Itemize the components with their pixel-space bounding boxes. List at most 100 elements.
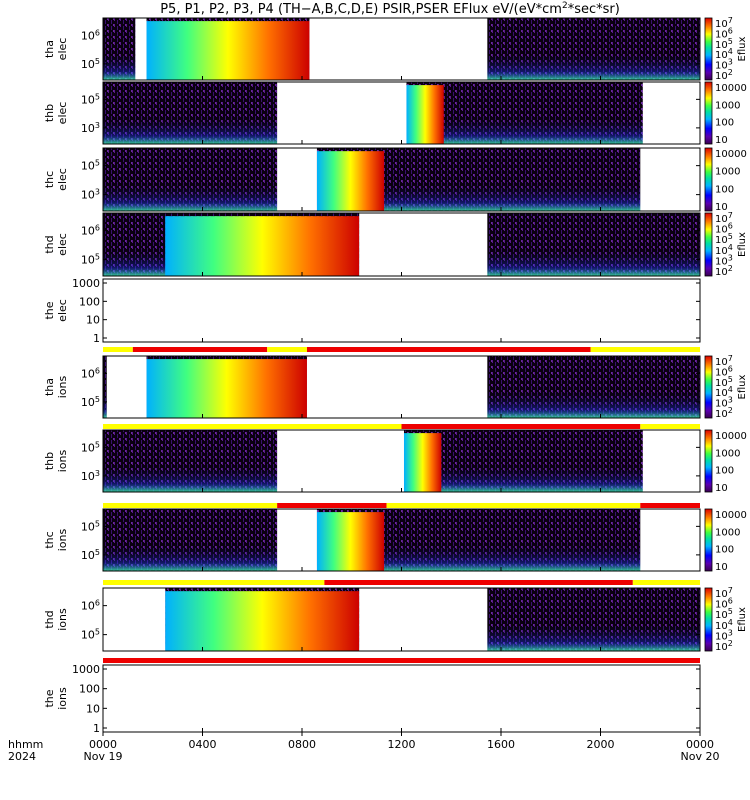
colorbar — [704, 212, 713, 277]
data-gap — [103, 588, 166, 651]
colorbar-tick-label: 1000 — [715, 448, 740, 459]
y-tick-label: 103 — [81, 469, 100, 483]
spectrogram-low-energy-band — [103, 543, 700, 571]
y-axis-label: thcions — [43, 528, 69, 551]
colorbar — [704, 355, 713, 419]
spectrogram-high-flux-region — [146, 21, 310, 81]
y-tick-label: 105 — [81, 440, 100, 454]
colorbar-tick-label: 10 — [715, 135, 728, 146]
panel-thc-ions: 10000 1000 100 10 105 105 thcions — [43, 508, 747, 573]
colorbar-tick-label: 10 — [715, 562, 728, 573]
colorbar-tick-label: 103 — [715, 628, 733, 642]
data-gap — [359, 588, 488, 651]
colorbar-tick-label: 104 — [715, 243, 733, 257]
y-tick-label: 103 — [81, 188, 100, 202]
x-tick-label: 2000 — [587, 738, 615, 751]
colorbar-tick-label: 106 — [715, 597, 733, 611]
spectrogram-high-flux-region — [165, 591, 360, 651]
title-tail: *sec*sr) — [568, 2, 620, 17]
flag-segment-yellow — [632, 580, 700, 585]
colorbar-tick-label: 104 — [715, 618, 733, 632]
flag-segment-red — [401, 424, 641, 429]
colorbar-tick-label: 103 — [715, 58, 733, 72]
y-tick-label: 100 — [79, 683, 100, 696]
panel-thb-ions: 10000 1000 100 10 105 103 thbions — [43, 429, 747, 494]
colorbar-label: Eflux — [737, 374, 748, 399]
flag-segment-red — [640, 503, 700, 508]
y-tick-label: 1000 — [72, 277, 100, 290]
colorbar — [704, 508, 713, 572]
flag-bar — [103, 347, 700, 352]
panel-thb-elec: 10000 1000 100 10 105 103 thbelec — [43, 81, 747, 146]
x-axis-row1-label: hhmm — [8, 738, 43, 751]
colorbar-tick-label: 10000 — [715, 149, 747, 160]
data-gap — [135, 18, 147, 80]
spectrogram-high-flux-region — [316, 512, 385, 571]
colorbar — [704, 147, 713, 212]
colorbar-tick-label: 102 — [715, 639, 733, 653]
flag-segment-red — [132, 347, 268, 352]
colorbar-tick-label: 106 — [715, 222, 733, 236]
colorbar — [704, 17, 713, 81]
x-tick-label: 0000 — [686, 738, 714, 751]
data-gap — [277, 148, 317, 211]
flag-segment-red — [277, 503, 387, 508]
flag-segment-red — [324, 580, 633, 585]
y-tick-label: 105 — [81, 628, 100, 642]
y-axis-label: thdelec — [43, 233, 69, 256]
colorbar-tick-label: 10 — [715, 202, 728, 213]
x-tick-label: 0800 — [288, 738, 316, 751]
colorbar-tick-label: 105 — [715, 607, 733, 621]
x-axis: 0000 0400 0800 1200 1600 2000 0000 hhmm 2024 N… — [8, 732, 719, 763]
colorbar — [704, 81, 713, 145]
y-axis-label: thaelec — [43, 38, 69, 61]
colorbar-tick-label: 100 — [715, 118, 734, 129]
flag-bar — [103, 580, 700, 585]
y-axis-label: thcelec — [43, 168, 69, 191]
flag-bar — [103, 424, 700, 429]
colorbar-tick-label: 107 — [715, 16, 733, 30]
flag-segment-yellow — [386, 503, 641, 508]
x-tick-label: 0400 — [189, 738, 217, 751]
title-main: P5, P1, P2, P3, P4 (TH−A,B,C,D,E) PSIR,P… — [160, 2, 562, 17]
spectrogram-high-flux-region — [406, 85, 444, 144]
x-tick-label: 1600 — [487, 738, 515, 751]
colorbar-tick-label: 103 — [715, 396, 733, 410]
flag-segment-yellow — [103, 347, 133, 352]
data-gap — [640, 148, 700, 211]
colorbar-tick-label: 106 — [715, 26, 733, 40]
title-superscript: 2 — [562, 1, 568, 11]
y-tick-label: 1 — [93, 722, 100, 735]
x-tick-label: 1200 — [388, 738, 416, 751]
flag-segment-yellow — [640, 424, 700, 429]
y-axis-label: thdions — [43, 608, 69, 631]
y-tick-label: 105 — [81, 253, 100, 267]
data-gap — [106, 356, 147, 418]
colorbar-tick-label: 105 — [715, 232, 733, 246]
spectrogram-high-flux-region — [146, 359, 307, 418]
y-tick-label: 10 — [86, 702, 100, 715]
flag-segment-red — [103, 658, 700, 663]
x-axis-date-start: Nov 19 — [84, 750, 123, 763]
colorbar-tick-label: 1000 — [715, 100, 740, 111]
data-gap — [277, 430, 404, 492]
colorbar-tick-label: 102 — [715, 406, 733, 420]
y-tick-label: 105 — [81, 57, 100, 71]
colorbar — [704, 587, 713, 652]
y-tick-label: 105 — [81, 92, 100, 106]
colorbar-label: Eflux — [737, 36, 748, 61]
spectrogram-high-flux-region — [165, 216, 360, 276]
flag-segment-yellow — [590, 347, 700, 352]
spectrogram-high-flux-region — [403, 433, 442, 492]
data-gap — [309, 18, 488, 80]
colorbar-tick-label: 1000 — [715, 527, 740, 538]
plot-title: P5, P1, P2, P3, P4 (TH−A,B,C,D,E) PSIR,P… — [160, 1, 620, 17]
y-tick-label: 100 — [79, 295, 100, 308]
colorbar-tick-label: 105 — [715, 375, 733, 389]
y-tick-label: 103 — [81, 121, 100, 135]
panel-the-elec: 1000 100 10 1 theelec — [43, 277, 701, 345]
